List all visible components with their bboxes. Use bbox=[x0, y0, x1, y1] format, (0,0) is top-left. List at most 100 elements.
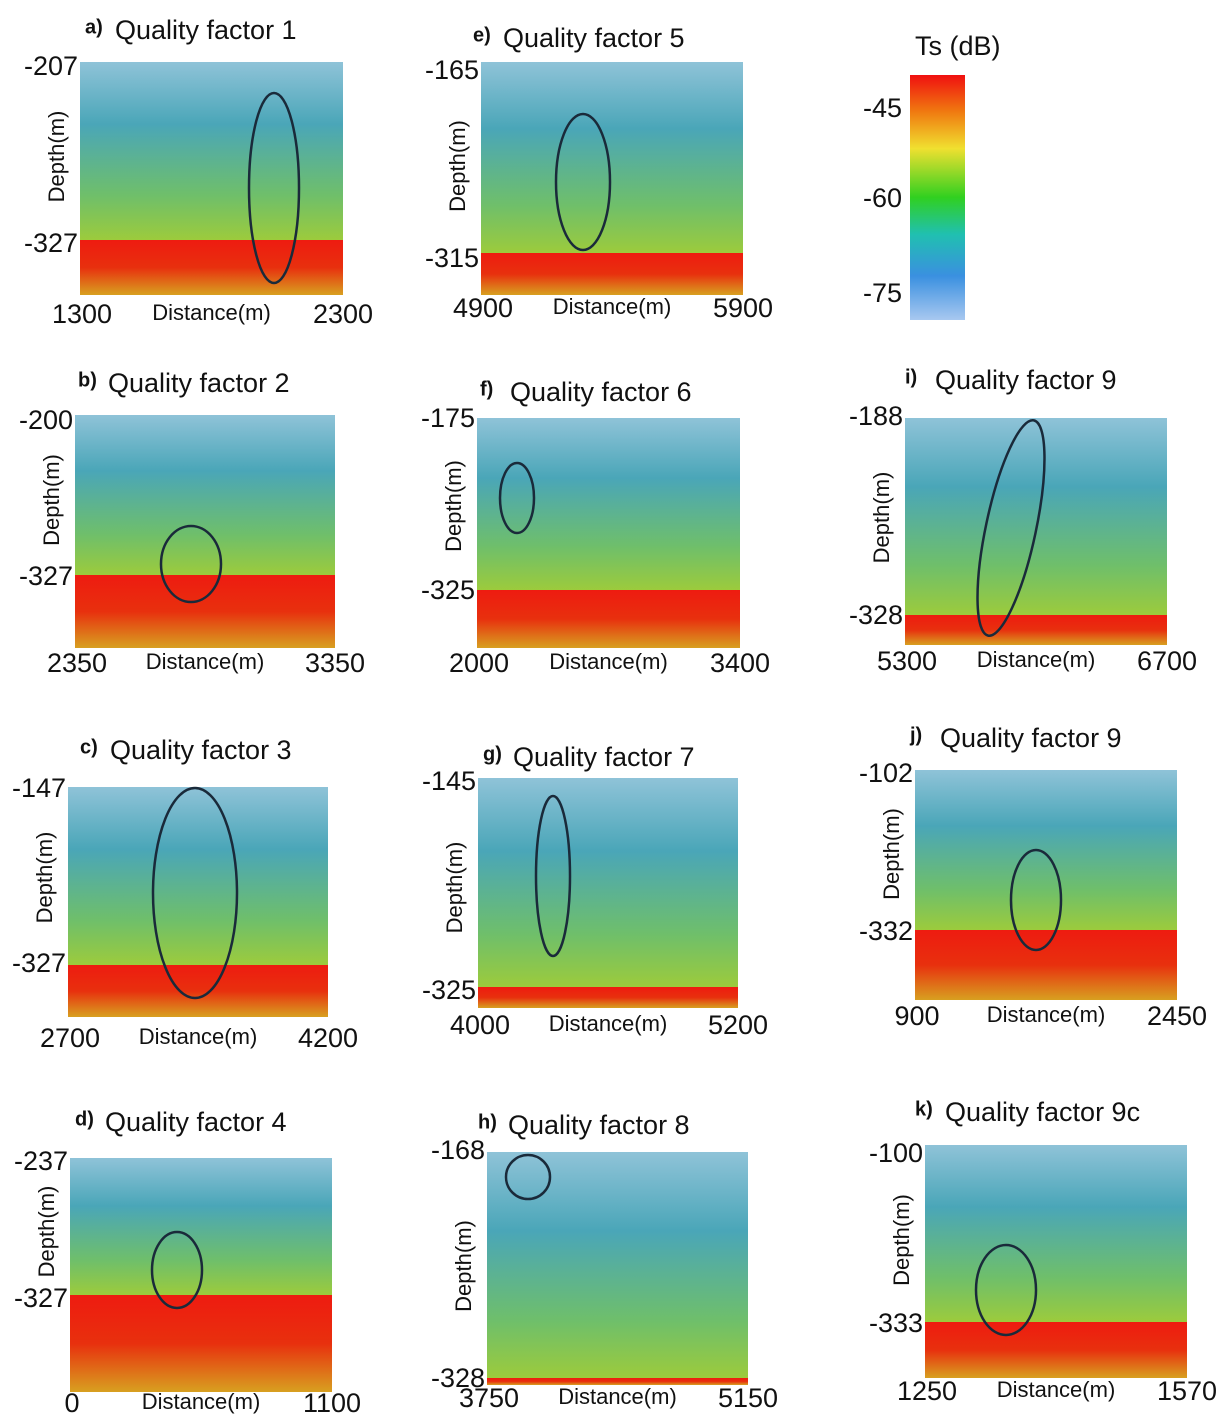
y-range-bottom: -333 bbox=[869, 1308, 923, 1338]
panel-title: Quality factor 9 bbox=[935, 365, 1117, 395]
panel-letter: e) bbox=[473, 24, 491, 46]
x-axis-label: Distance(m) bbox=[549, 649, 668, 674]
x-range-start: 5300 bbox=[877, 646, 937, 676]
x-range-end: 1100 bbox=[303, 1388, 361, 1418]
x-range-end: 3350 bbox=[305, 648, 365, 678]
y-axis-label: Depth(m) bbox=[44, 111, 69, 203]
y-axis-label: Depth(m) bbox=[889, 1194, 914, 1286]
highlight-ellipse bbox=[534, 794, 572, 958]
x-axis-label: Distance(m) bbox=[987, 1002, 1106, 1027]
echogram-water bbox=[80, 62, 343, 240]
echogram-seabed bbox=[915, 930, 1177, 1000]
echogram-seabed bbox=[75, 575, 335, 648]
x-axis-label: Distance(m) bbox=[146, 649, 265, 674]
echogram-seabed bbox=[487, 1378, 748, 1385]
x-range-start: 1300 bbox=[52, 299, 112, 329]
y-axis-label: Depth(m) bbox=[39, 454, 64, 546]
panel-letter: g) bbox=[483, 743, 502, 765]
y-axis-label: Depth(m) bbox=[34, 1186, 59, 1278]
highlight-ellipse bbox=[974, 1243, 1038, 1337]
x-axis-label: Distance(m) bbox=[139, 1024, 258, 1049]
x-range-start: 0 bbox=[64, 1388, 79, 1418]
panel-letter: b) bbox=[78, 369, 97, 391]
y-range-bottom: -325 bbox=[421, 575, 475, 605]
y-range-top: -102 bbox=[859, 758, 913, 788]
x-range-end: 6700 bbox=[1137, 646, 1197, 676]
x-range-end: 3400 bbox=[710, 648, 770, 678]
y-range-top: -168 bbox=[431, 1135, 485, 1165]
x-range-start: 2700 bbox=[40, 1023, 100, 1053]
y-axis-label: Depth(m) bbox=[879, 808, 904, 900]
x-axis-label: Distance(m) bbox=[553, 294, 672, 319]
y-axis-label: Depth(m) bbox=[32, 832, 57, 924]
x-axis-label: Distance(m) bbox=[997, 1377, 1116, 1402]
highlight-ellipse bbox=[151, 786, 239, 1000]
y-range-top: -100 bbox=[869, 1138, 923, 1168]
y-range-top: -145 bbox=[422, 766, 476, 796]
x-range-start: 1250 bbox=[897, 1376, 957, 1406]
y-range-top: -237 bbox=[14, 1146, 68, 1176]
panel-letter: j) bbox=[909, 724, 922, 746]
highlight-ellipse bbox=[150, 1230, 204, 1310]
y-range-top: -165 bbox=[425, 55, 479, 85]
colorbar-tick-label: -60 bbox=[863, 183, 902, 213]
y-axis-label: Depth(m) bbox=[451, 1220, 476, 1312]
panel-letter: i) bbox=[905, 366, 917, 388]
highlight-ellipse bbox=[498, 461, 536, 535]
echogram-water bbox=[68, 787, 328, 965]
panel-title: Quality factor 4 bbox=[105, 1107, 287, 1137]
x-range-end: 2450 bbox=[1147, 1001, 1207, 1031]
x-range-start: 2350 bbox=[47, 648, 107, 678]
y-range-bottom: -328 bbox=[849, 600, 903, 630]
y-axis-label: Depth(m) bbox=[442, 842, 467, 934]
y-range-bottom: -327 bbox=[14, 1283, 68, 1313]
echogram-water bbox=[905, 418, 1167, 615]
highlight-ellipse bbox=[976, 419, 1046, 637]
y-range-bottom: -327 bbox=[12, 948, 66, 978]
highlight-ellipse bbox=[554, 112, 612, 252]
panel-letter: d) bbox=[75, 1108, 94, 1130]
echogram-seabed bbox=[481, 253, 743, 295]
y-range-bottom: -327 bbox=[24, 228, 78, 258]
x-range-start: 900 bbox=[894, 1001, 939, 1031]
colorbar-tick-label: -75 bbox=[863, 278, 902, 308]
y-range-bottom: -328 bbox=[431, 1363, 485, 1393]
x-range-start: 4900 bbox=[453, 293, 513, 323]
panel-title: Quality factor 9 bbox=[940, 723, 1122, 753]
x-range-end: 2300 bbox=[313, 299, 373, 329]
x-axis-label: Distance(m) bbox=[152, 300, 271, 325]
x-range-end: 5200 bbox=[708, 1010, 768, 1040]
y-range-bottom: -327 bbox=[19, 561, 73, 591]
x-axis-label: Distance(m) bbox=[977, 647, 1096, 672]
panel-title: Quality factor 5 bbox=[503, 23, 685, 53]
x-range-end: 4200 bbox=[298, 1023, 358, 1053]
panel-letter: c) bbox=[80, 736, 98, 758]
y-axis-label: Depth(m) bbox=[445, 120, 470, 212]
colorbar-title: Ts (dB) bbox=[915, 31, 1001, 61]
echogram-seabed bbox=[905, 615, 1167, 645]
y-range-top: -188 bbox=[849, 401, 903, 431]
echogram-seabed bbox=[68, 965, 328, 1017]
x-axis-label: Distance(m) bbox=[549, 1011, 668, 1036]
echogram-water bbox=[915, 770, 1177, 930]
x-range-start: 2000 bbox=[449, 648, 509, 678]
colorbar bbox=[910, 75, 965, 320]
panel-letter: f) bbox=[480, 378, 493, 400]
echogram-water bbox=[925, 1145, 1187, 1322]
y-axis-label: Depth(m) bbox=[869, 472, 894, 564]
highlight-ellipse bbox=[1009, 848, 1063, 952]
echogram-water bbox=[487, 1152, 748, 1378]
panel-letter: h) bbox=[478, 1111, 497, 1133]
panel-title: Quality factor 8 bbox=[508, 1110, 690, 1140]
y-range-bottom: -332 bbox=[859, 916, 913, 946]
y-range-top: -200 bbox=[19, 405, 73, 435]
y-range-top: -175 bbox=[421, 403, 475, 433]
panel-title: Quality factor 1 bbox=[115, 15, 297, 45]
echogram-water bbox=[477, 418, 740, 590]
x-range-start: 3750 bbox=[459, 1383, 519, 1413]
echogram-seabed bbox=[478, 987, 738, 1008]
x-range-end: 5150 bbox=[718, 1383, 778, 1413]
x-range-start: 4000 bbox=[450, 1010, 510, 1040]
highlight-ellipse bbox=[159, 524, 223, 604]
